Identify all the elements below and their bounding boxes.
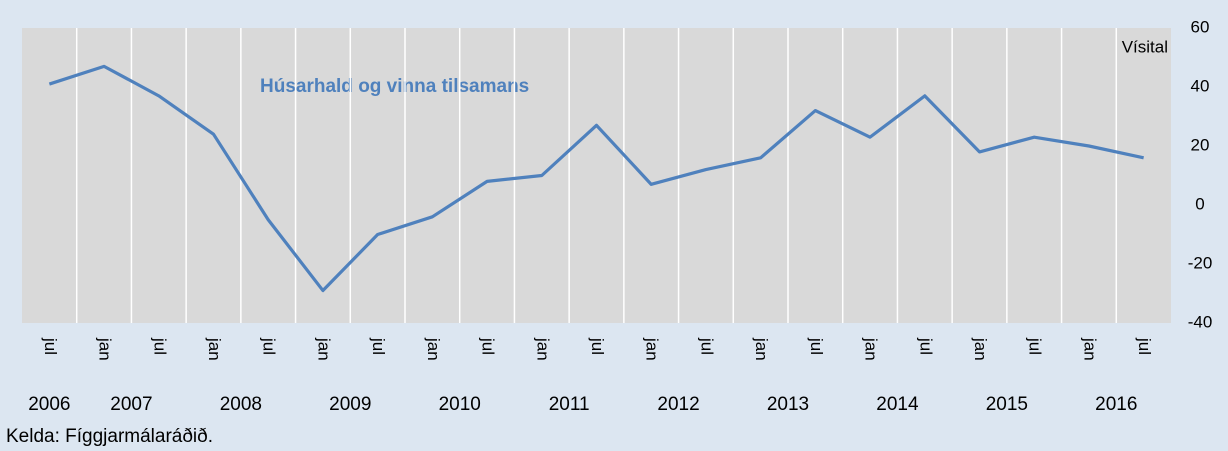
series-label: Húsarhald og vinna tilsamans xyxy=(260,76,529,97)
year-label: 2013 xyxy=(767,394,809,415)
y-tick-label: 40 xyxy=(1191,76,1210,95)
x-tick-label: jul xyxy=(697,337,716,355)
x-tick-label: jan xyxy=(971,337,990,361)
y-tick-label: 20 xyxy=(1191,135,1210,154)
x-tick-label: jan xyxy=(862,337,881,361)
x-tick-label: jul xyxy=(260,337,279,355)
y-axis-label: Vísital xyxy=(1122,37,1168,56)
x-tick-label: jan xyxy=(533,337,552,361)
y-tick-label: -20 xyxy=(1188,253,1213,272)
x-tick-label: jul xyxy=(916,337,935,355)
year-label: 2010 xyxy=(439,394,481,415)
x-tick-label: jul xyxy=(479,337,498,355)
year-label: 2012 xyxy=(657,394,699,415)
x-tick-label: jan xyxy=(96,337,115,361)
x-tick-label: jan xyxy=(205,337,224,361)
source: Kelda: Fíggjarmálaráðið. xyxy=(6,426,213,447)
x-tick-label: jan xyxy=(424,337,443,361)
x-tick-label: jul xyxy=(807,337,826,355)
year-label: 2016 xyxy=(1095,394,1137,415)
x-tick-label: jul xyxy=(369,337,388,355)
year-label: 2014 xyxy=(876,394,919,415)
x-tick-label: jul xyxy=(41,337,60,355)
plot-area xyxy=(22,28,1171,323)
x-tick-label: jan xyxy=(1080,337,1099,361)
y-tick-label: 60 xyxy=(1191,17,1210,36)
x-tick-label: jan xyxy=(752,337,771,361)
x-tick-label: jul xyxy=(1026,337,1045,355)
line xyxy=(48,64,1144,293)
year-label: 2007 xyxy=(110,394,152,415)
year-label: 2015 xyxy=(986,394,1028,415)
year-label: 2011 xyxy=(549,394,590,415)
x-tick-label: jul xyxy=(588,337,607,355)
x-tick-label: jul xyxy=(150,337,169,355)
x-tick-label: jul xyxy=(1135,337,1154,355)
x-tick-label: jan xyxy=(643,337,662,361)
year-label: 2009 xyxy=(329,394,371,415)
year-label: 2008 xyxy=(220,394,262,415)
x-tick-label: jan xyxy=(314,337,333,361)
y-tick-label: -40 xyxy=(1188,312,1213,331)
y-tick-label: 0 xyxy=(1195,194,1204,213)
year-label: 2006 xyxy=(28,394,70,415)
